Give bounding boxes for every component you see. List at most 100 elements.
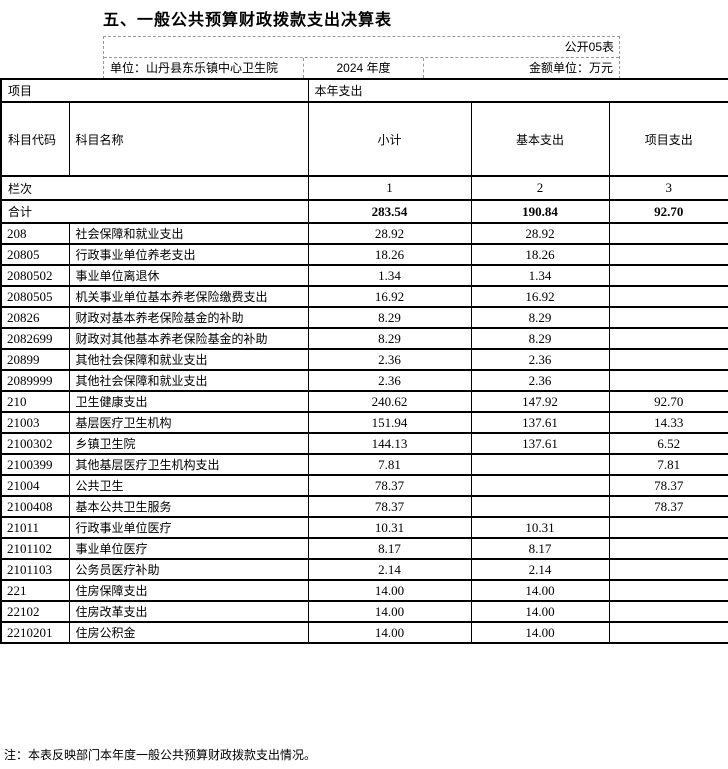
subject-name-cell: 其他基层医疗卫生机构支出 bbox=[68, 453, 309, 476]
basic-expenditure-cell bbox=[470, 474, 610, 497]
table-number: 公开05表 bbox=[104, 37, 619, 58]
project-expenditure-cell bbox=[608, 537, 728, 560]
subject-code-cell: 2082699 bbox=[0, 327, 70, 350]
subject-code-cell: 2080505 bbox=[0, 285, 70, 308]
basic-expenditure-cell: 147.92 bbox=[470, 390, 610, 413]
table-row: 20899 其他社会保障和就业支出 2.36 2.36 bbox=[0, 348, 728, 371]
subject-name-cell: 基层医疗卫生机构 bbox=[68, 411, 309, 434]
project-expenditure-cell bbox=[608, 306, 728, 329]
subject-code-cell: 2089999 bbox=[0, 369, 70, 392]
project-expenditure-cell: 78.37 bbox=[608, 474, 728, 497]
meta-row: 单位：山丹县东乐镇中心卫生院 2024 年度 金额单位：万元 bbox=[104, 58, 619, 78]
subtotal-cell: 8.29 bbox=[307, 327, 472, 350]
project-expenditure-cell bbox=[608, 243, 728, 266]
table-row: 2100408 基本公共卫生服务 78.37 78.37 bbox=[0, 495, 728, 518]
subject-name-cell: 公共卫生 bbox=[68, 474, 309, 497]
table-row: 210 卫生健康支出 240.62 147.92 92.70 bbox=[0, 390, 728, 413]
project-expenditure-cell bbox=[608, 621, 728, 644]
year-label: 2024 年度 bbox=[304, 58, 424, 78]
subtotal-cell: 78.37 bbox=[307, 495, 472, 518]
header-current-year-expenditure: 本年支出 bbox=[307, 78, 728, 103]
footnote: 注：本表反映部门本年度一般公共预算财政拨款支出情况。 bbox=[4, 748, 317, 762]
subtotal-cell: 16.92 bbox=[307, 285, 472, 308]
basic-expenditure-cell: 8.29 bbox=[470, 306, 610, 329]
table-row: 2101103 公务员医疗补助 2.14 2.14 bbox=[0, 558, 728, 581]
subtotal-cell: 18.26 bbox=[307, 243, 472, 266]
subject-code-cell: 2101103 bbox=[0, 558, 70, 581]
header-subtotal: 小计 bbox=[307, 101, 472, 177]
project-expenditure-cell: 92.70 bbox=[608, 390, 728, 413]
subject-name-cell: 事业单位医疗 bbox=[68, 537, 309, 560]
table-row: 21011 行政事业单位医疗 10.31 10.31 bbox=[0, 516, 728, 539]
subject-code-cell: 210 bbox=[0, 390, 70, 413]
subject-code-cell: 208 bbox=[0, 222, 70, 245]
subtotal-cell: 14.00 bbox=[307, 579, 472, 602]
basic-expenditure-cell: 10.31 bbox=[470, 516, 610, 539]
table-header-row-1: 项目 本年支出 bbox=[0, 78, 728, 103]
project-expenditure-cell bbox=[608, 264, 728, 287]
lanci-label: 栏次 bbox=[0, 175, 309, 201]
subject-name-cell: 住房公积金 bbox=[68, 621, 309, 644]
project-expenditure-cell: 14.33 bbox=[608, 411, 728, 434]
basic-expenditure-cell: 14.00 bbox=[470, 579, 610, 602]
subject-name-cell: 基本公共卫生服务 bbox=[68, 495, 309, 518]
subtotal-cell: 2.14 bbox=[307, 558, 472, 581]
page-title: 五、一般公共预算财政拨款支出决算表 bbox=[103, 12, 393, 29]
basic-expenditure-cell bbox=[470, 495, 610, 518]
table-row: 221 住房保障支出 14.00 14.00 bbox=[0, 579, 728, 602]
table-row: 208 社会保障和就业支出 28.92 28.92 bbox=[0, 222, 728, 245]
subject-name-cell: 住房改革支出 bbox=[68, 600, 309, 623]
project-expenditure-cell bbox=[608, 558, 728, 581]
basic-expenditure-cell: 8.17 bbox=[470, 537, 610, 560]
subject-name-cell: 其他社会保障和就业支出 bbox=[68, 348, 309, 371]
project-expenditure-cell bbox=[608, 516, 728, 539]
basic-expenditure-cell: 8.29 bbox=[470, 327, 610, 350]
subtotal-cell: 240.62 bbox=[307, 390, 472, 413]
subject-code-cell: 2100399 bbox=[0, 453, 70, 476]
subject-code-cell: 21004 bbox=[0, 474, 70, 497]
project-expenditure-cell bbox=[608, 222, 728, 245]
table-row: 2080505 机关事业单位基本养老保险缴费支出 16.92 16.92 bbox=[0, 285, 728, 308]
basic-expenditure-cell: 16.92 bbox=[470, 285, 610, 308]
subject-name-cell: 机关事业单位基本养老保险缴费支出 bbox=[68, 285, 309, 308]
column-index-2: 2 bbox=[470, 175, 610, 201]
subject-name-cell: 公务员医疗补助 bbox=[68, 558, 309, 581]
project-expenditure-cell bbox=[608, 369, 728, 392]
project-expenditure-cell bbox=[608, 285, 728, 308]
subtotal-cell: 14.00 bbox=[307, 621, 472, 644]
subject-name-cell: 乡镇卫生院 bbox=[68, 432, 309, 455]
subtotal-cell: 2.36 bbox=[307, 369, 472, 392]
column-index-1: 1 bbox=[307, 175, 472, 201]
header-project: 项目 bbox=[0, 78, 309, 103]
subject-code-cell: 20805 bbox=[0, 243, 70, 266]
subtotal-cell: 78.37 bbox=[307, 474, 472, 497]
basic-expenditure-cell: 1.34 bbox=[470, 264, 610, 287]
table-row: 20826 财政对基本养老保险基金的补助 8.29 8.29 bbox=[0, 306, 728, 329]
subject-name-cell: 事业单位离退休 bbox=[68, 264, 309, 287]
header-subject-code: 科目代码 bbox=[0, 101, 70, 177]
table-row: 22102 住房改革支出 14.00 14.00 bbox=[0, 600, 728, 623]
table-row: 2100399 其他基层医疗卫生机构支出 7.81 7.81 bbox=[0, 453, 728, 476]
basic-expenditure-cell: 18.26 bbox=[470, 243, 610, 266]
table-row: 2210201 住房公积金 14.00 14.00 bbox=[0, 621, 728, 644]
basic-expenditure-cell: 137.61 bbox=[470, 432, 610, 455]
subject-name-cell: 卫生健康支出 bbox=[68, 390, 309, 413]
meta-header-box: 公开05表 单位：山丹县东乐镇中心卫生院 2024 年度 金额单位：万元 bbox=[103, 36, 620, 79]
column-index-row: 栏次 1 2 3 bbox=[0, 175, 728, 201]
project-expenditure-cell: 78.37 bbox=[608, 495, 728, 518]
subject-code-cell: 2080502 bbox=[0, 264, 70, 287]
total-row: 合计 283.54 190.84 92.70 bbox=[0, 199, 728, 224]
subject-name-cell: 行政事业单位养老支出 bbox=[68, 243, 309, 266]
table-row: 2082699 财政对其他基本养老保险基金的补助 8.29 8.29 bbox=[0, 327, 728, 350]
subject-code-cell: 2100408 bbox=[0, 495, 70, 518]
basic-expenditure-cell: 28.92 bbox=[470, 222, 610, 245]
subject-code-cell: 2101102 bbox=[0, 537, 70, 560]
header-project-expenditure: 项目支出 bbox=[608, 101, 728, 177]
subject-code-cell: 2210201 bbox=[0, 621, 70, 644]
subject-name-cell: 住房保障支出 bbox=[68, 579, 309, 602]
subject-name-cell: 财政对基本养老保险基金的补助 bbox=[68, 306, 309, 329]
project-expenditure-cell: 7.81 bbox=[608, 453, 728, 476]
table-row: 2101102 事业单位医疗 8.17 8.17 bbox=[0, 537, 728, 560]
header-subject-name: 科目名称 bbox=[68, 101, 309, 177]
subject-code-cell: 2100302 bbox=[0, 432, 70, 455]
